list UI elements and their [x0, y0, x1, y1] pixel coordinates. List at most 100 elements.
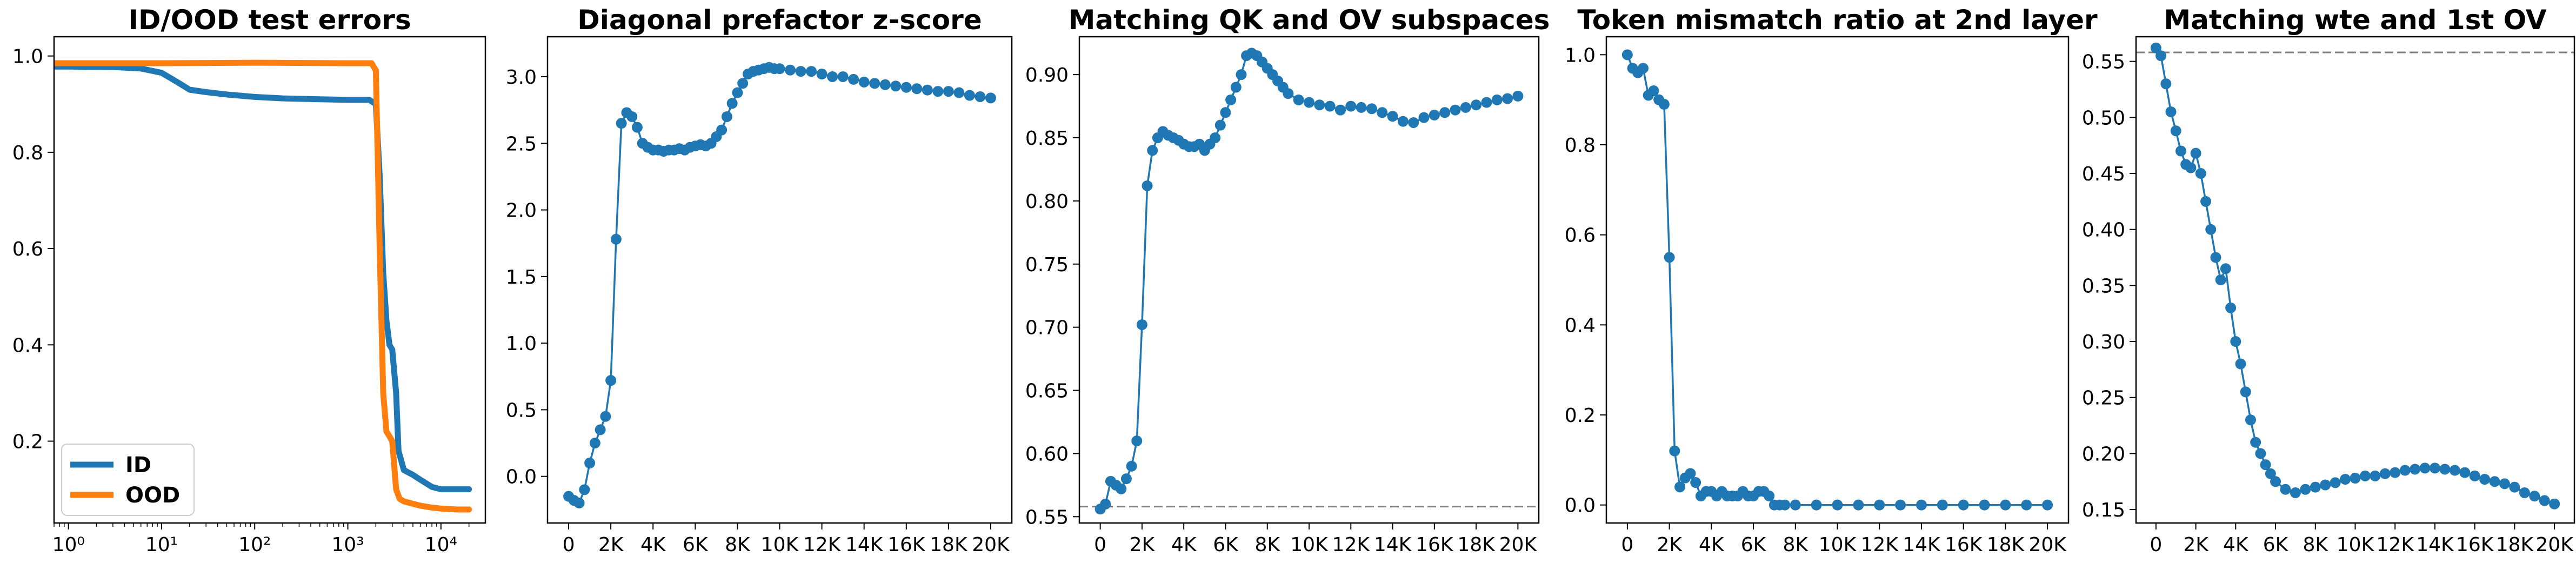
data-point	[2399, 465, 2411, 476]
axes-frame	[546, 36, 1013, 524]
y-tick-label: 0.55	[2082, 51, 2125, 73]
y-tick-label: 0.75	[1025, 254, 1069, 276]
data-point	[2230, 336, 2241, 347]
chart-title: Token mismatch ratio at 2nd layer	[1577, 4, 2098, 36]
x-tick-label: 6K	[2263, 534, 2289, 556]
data-point	[1100, 498, 1111, 509]
data-point	[1832, 499, 1843, 511]
x-tick-label: 4K	[1171, 534, 1197, 556]
series-line-id	[54, 63, 472, 493]
chart-title: Matching QK and OV subspaces	[1069, 4, 1550, 36]
x-tick-label: 10K	[1290, 534, 1329, 556]
data-point	[2190, 147, 2201, 159]
panel-token-mismatch-ratio: Token mismatch ratio at 2nd layer 0 2K 4K 6K…	[1565, 4, 2098, 556]
data-point	[1147, 145, 1158, 156]
data-point	[890, 81, 902, 92]
y-tick-label: 0.40	[2082, 219, 2125, 242]
data-point	[2250, 437, 2261, 448]
data-point	[2255, 448, 2266, 459]
x-tick-label: 10K	[1819, 534, 1857, 556]
y-tick-label: 0.60	[1025, 443, 1069, 465]
data-point	[2021, 499, 2032, 511]
data-point	[584, 458, 596, 469]
data-point	[985, 92, 996, 104]
data-point	[1314, 99, 1325, 111]
data-point	[2459, 467, 2471, 478]
data-point	[1408, 117, 1419, 128]
data-point	[2240, 386, 2251, 398]
data-point	[1674, 481, 1686, 493]
data-point	[816, 69, 827, 80]
x-tick-label: 18K	[2496, 534, 2534, 556]
axes-frame	[1078, 36, 1540, 524]
data-point	[911, 83, 923, 95]
data-point	[1853, 499, 1864, 511]
y-tick-label: 0.25	[2082, 387, 2125, 410]
data-point	[806, 66, 817, 77]
x-tick-label: 10¹	[145, 534, 178, 556]
x-tick-label: 10K	[2337, 534, 2375, 556]
data-point	[1502, 93, 1513, 104]
data-point	[1225, 94, 1237, 105]
data-point	[1418, 112, 1430, 123]
x-tick-label: 0	[1094, 534, 1106, 556]
series-line-series-0	[568, 66, 992, 504]
data-point	[2175, 145, 2186, 157]
y-tick-label: 0.55	[1025, 506, 1069, 528]
panel-matching-wte-1st-ov: Matching wte and 1st OV 0 2K 4K 6K 8K 10K 12K 14…	[2082, 4, 2575, 556]
data-point	[2170, 125, 2181, 137]
x-tick-label: 12K	[803, 534, 842, 556]
legend: ID OOD	[61, 444, 195, 516]
data-point	[1356, 102, 1367, 113]
data-point	[616, 118, 627, 129]
plot-area	[1621, 49, 2053, 511]
data-point	[2155, 50, 2167, 62]
data-point	[2300, 484, 2311, 495]
x-tick-label: 16K	[1416, 534, 1454, 556]
data-point	[1648, 85, 1659, 96]
data-point	[1481, 97, 1492, 108]
data-point	[2205, 224, 2217, 235]
data-point	[2210, 252, 2221, 263]
data-point	[1324, 100, 1336, 112]
x-tick-label: 8K	[1783, 534, 1809, 556]
y-tick-label: 1.0	[506, 333, 537, 355]
data-point	[2539, 495, 2550, 506]
data-point	[1895, 499, 1906, 511]
data-point	[1439, 107, 1451, 118]
x-tick-label: 12K	[1861, 534, 1899, 556]
data-point	[721, 111, 732, 122]
data-point	[2549, 498, 2560, 509]
data-point	[964, 90, 975, 101]
data-point	[1512, 90, 1524, 102]
y-tick-label: 0.6	[1565, 225, 1596, 247]
data-point	[1937, 499, 1948, 511]
y-tick-label: 3.0	[506, 66, 537, 89]
data-point	[1979, 499, 1990, 511]
data-point	[1811, 499, 1822, 511]
x-tick-label: 6K	[1213, 534, 1239, 556]
x-tick-label: 2K	[598, 534, 624, 556]
data-point	[922, 84, 933, 96]
y-tick-label: 0.45	[2082, 163, 2125, 185]
data-point	[1450, 104, 1461, 116]
y-tick-label: 1.0	[12, 46, 43, 68]
data-point	[2185, 162, 2197, 173]
data-point	[2165, 106, 2177, 117]
x-tick-label: 4K	[1699, 534, 1725, 556]
data-point	[1131, 435, 1143, 447]
data-point	[2330, 477, 2341, 488]
data-point	[1958, 499, 1969, 511]
x-tick-label: 18K	[930, 534, 968, 556]
data-point	[1230, 82, 1242, 93]
legend-label-id: ID	[125, 453, 151, 478]
legend-label-ood: OOD	[125, 483, 180, 508]
x-tick-label: 4K	[2223, 534, 2249, 556]
data-point	[2150, 42, 2161, 53]
plot-area	[1079, 48, 1539, 515]
y-tick-label: 0.65	[1025, 380, 1069, 403]
y-tick-label: 0.70	[1025, 317, 1069, 339]
plot-area	[2136, 42, 2574, 509]
data-point	[2390, 467, 2401, 478]
